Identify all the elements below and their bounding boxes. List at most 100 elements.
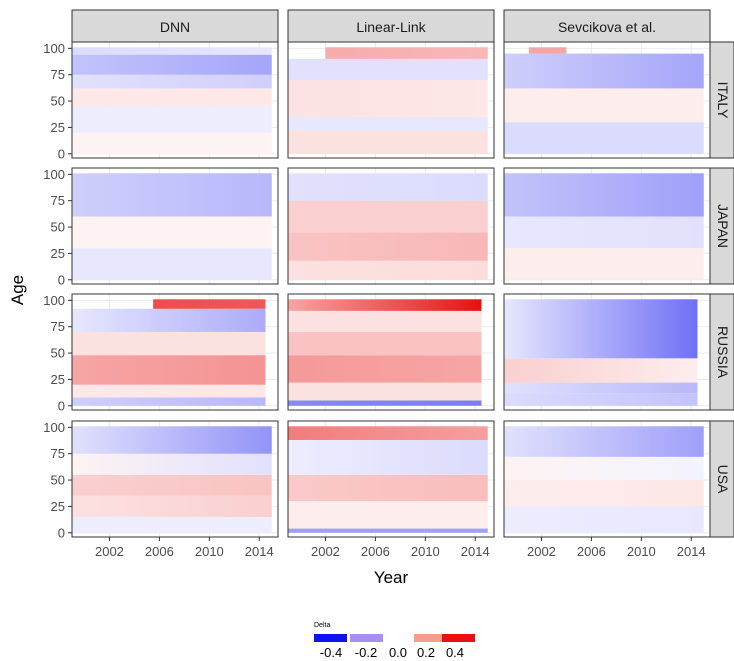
x-axis-title: Year [374,568,409,587]
panel-border [287,167,495,285]
heat-band [72,88,272,107]
x-tick-label: 2014 [461,544,490,559]
strip-background [71,9,279,43]
color-legend: Delta -0.4 -0.2 0.0 0.2 0.4 [314,622,475,660]
x-tick-label: 2010 [411,544,440,559]
heat-band [72,495,272,517]
heat-band [72,216,272,249]
heat-band [288,173,488,201]
y-axis-title: Age [8,275,27,305]
y-tick-label: 75 [51,67,65,82]
heat-band [504,382,698,394]
heat-band [72,384,266,398]
x-tick-label: 2010 [627,544,656,559]
panel-japan-dnn [71,167,279,285]
heat-band [288,331,482,356]
heat-band [72,47,272,55]
legend-label: 0.4 [446,645,464,660]
strip-label: USA [715,465,731,494]
strip-label: Linear-Link [356,19,426,35]
strip-row-usa: USA [709,420,734,538]
heat-band [504,358,698,383]
legend-swatch [314,634,347,642]
heat-band [288,310,482,332]
x-tick-label: 2014 [245,544,274,559]
strip-background [287,9,495,43]
legend-swatch [442,634,475,642]
heat-band [72,453,272,475]
panel-usa-linear-link [287,420,495,538]
x-tick-label: 2010 [195,544,224,559]
strip-row-japan: JAPAN [709,167,734,285]
heat-band [288,400,482,406]
panel-usa-sevcikova-et-al [503,420,711,538]
strip-column-dnn: DNN [71,9,279,43]
x-tick-label: 2002 [311,544,340,559]
legend-swatch [350,634,383,642]
heat-band [288,58,488,80]
panel-usa-dnn [71,420,279,538]
heat-band [288,474,488,502]
panel-italy-dnn [71,41,279,159]
y-tick-label: 75 [51,446,65,461]
heat-band [153,299,266,309]
heat-band [504,506,704,533]
panel-border [287,420,495,538]
y-tick-label: 0 [58,525,65,540]
heat-band [72,516,272,533]
panel-border [71,293,279,411]
heat-band [288,501,488,529]
heat-band [72,173,272,217]
heat-band [72,74,272,89]
panel-japan-sevcikova-et-al [503,167,711,285]
y-tick-label: 25 [51,246,65,261]
heat-band [504,53,704,89]
x-tick-label: 2006 [145,544,174,559]
y-tick-label: 25 [51,372,65,387]
heat-band [504,456,704,481]
y-tick-label: 100 [43,167,65,182]
strip-background [709,167,734,285]
heat-band [504,248,704,280]
y-tick-label: 50 [51,94,65,109]
strip-background [709,293,734,411]
y-tick-label: 25 [51,120,65,135]
x-tick-label: 2002 [527,544,556,559]
heat-band [504,480,704,507]
strip-row-italy: ITALY [709,41,734,159]
legend-title: Delta [314,622,330,629]
legend-swatch [414,634,447,642]
panel-border [287,293,495,411]
panel-russia-dnn [71,293,279,411]
y-tick-label: 25 [51,499,65,514]
strip-label: JAPAN [715,204,731,248]
panel-japan-linear-link [287,167,495,285]
legend-label: -0.2 [355,645,377,660]
panel-italy-sevcikova-et-al [503,41,711,159]
strip-background [709,41,734,159]
legend-label: 0.2 [417,645,435,660]
strip-column-sevcikova-et-al: Sevcikova et al. [503,9,711,43]
heat-band [72,355,266,385]
strip-label: Sevcikova et al. [558,19,656,35]
heat-band [72,474,272,496]
y-tick-label: 0 [58,272,65,287]
heat-band [72,106,272,133]
strip-background [503,9,711,43]
x-tick-label: 2002 [95,544,124,559]
heat-band [504,393,698,406]
heat-band [504,299,698,359]
x-tick-label: 2014 [677,544,706,559]
y-tick-label: 100 [43,41,65,56]
heat-band [72,132,272,154]
heat-band [288,200,488,233]
strip-label: RUSSIA [715,326,731,379]
y-tick-label: 50 [51,346,65,361]
heat-band [504,216,704,249]
panel-italy-linear-link [287,41,495,159]
y-tick-label: 50 [51,220,65,235]
heat-band [504,88,704,123]
x-tick-label: 2006 [361,544,390,559]
heat-band [72,308,266,332]
